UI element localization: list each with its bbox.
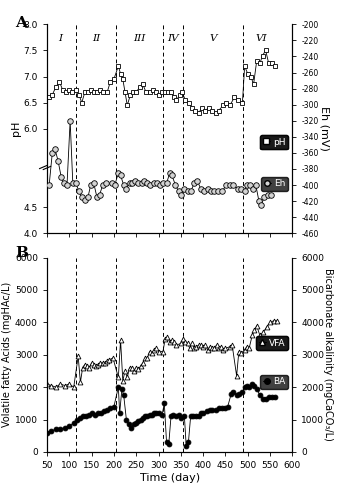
Y-axis label: Eh (mV): Eh (mV): [320, 106, 330, 151]
Text: III: III: [133, 34, 145, 43]
Text: A: A: [15, 16, 27, 30]
Text: B: B: [15, 246, 28, 260]
Y-axis label: Bicarbonate alkalinity (mgCaCO₃/L): Bicarbonate alkalinity (mgCaCO₃/L): [323, 268, 333, 441]
Text: V: V: [209, 34, 217, 43]
Text: IV: IV: [167, 34, 179, 43]
Legend: Eh: Eh: [261, 177, 288, 191]
Text: VI: VI: [255, 34, 267, 43]
Text: I: I: [58, 34, 62, 43]
Legend: pH: pH: [260, 135, 288, 149]
Y-axis label: pH: pH: [11, 121, 21, 137]
Y-axis label: Volatile fatty Acids (mgHAc/L): Volatile fatty Acids (mgHAc/L): [2, 282, 12, 427]
Legend: VFA: VFA: [256, 336, 288, 350]
X-axis label: Time (day): Time (day): [140, 473, 200, 483]
Text: II: II: [92, 34, 100, 43]
Legend: BA: BA: [260, 375, 288, 389]
